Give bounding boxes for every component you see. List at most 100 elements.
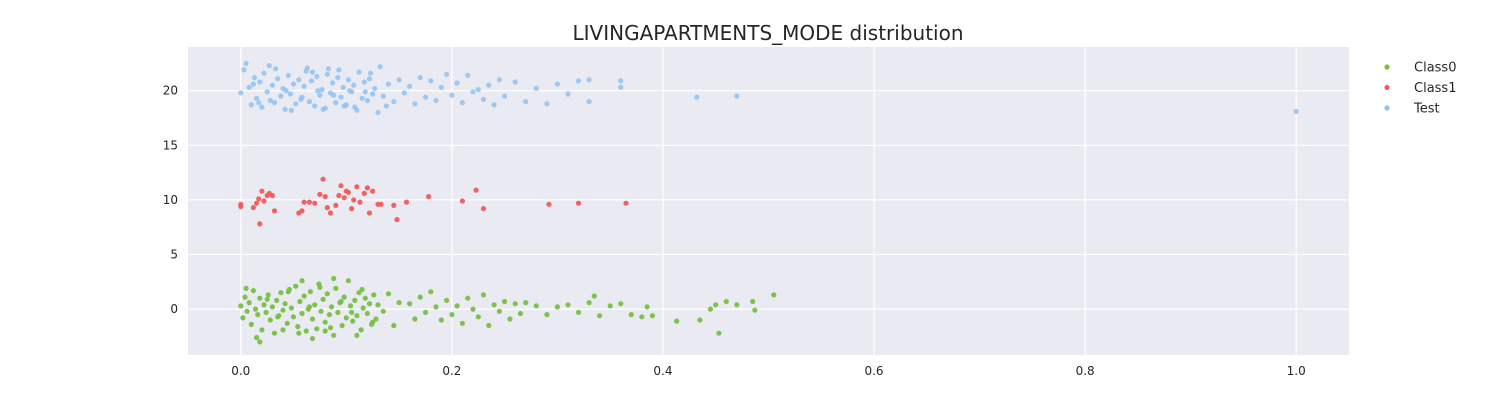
data-point: [318, 308, 324, 314]
data-point: [480, 292, 487, 298]
data-point: [299, 208, 305, 214]
data-point: [356, 69, 362, 75]
data-point: [278, 93, 284, 99]
data-point: [343, 315, 349, 321]
data-point: [370, 188, 376, 194]
data-point: [243, 60, 249, 66]
data-point: [350, 318, 356, 324]
data-point: [465, 72, 471, 78]
data-point: [271, 330, 278, 336]
data-point: [285, 289, 291, 295]
data-point: [312, 103, 318, 109]
data-point: [385, 291, 392, 297]
legend-item-class1: Class1: [1384, 81, 1456, 96]
legend-label: Class0: [1414, 61, 1456, 76]
data-point: [351, 82, 357, 88]
data-point: [697, 317, 703, 323]
data-point: [261, 302, 267, 308]
data-point: [338, 94, 344, 100]
data-point: [554, 81, 561, 87]
data-point: [341, 103, 347, 109]
data-points: [238, 60, 1299, 345]
data-point: [407, 83, 413, 89]
data-point: [707, 306, 714, 312]
plot-area: [188, 47, 1349, 355]
data-point: [454, 303, 460, 309]
data-point: [349, 309, 355, 315]
data-point: [371, 292, 377, 298]
data-point: [465, 295, 471, 301]
data-point: [723, 298, 729, 305]
data-point: [391, 99, 397, 105]
data-point: [359, 286, 365, 293]
data-point: [454, 80, 460, 86]
data-point: [473, 187, 479, 193]
data-point: [296, 77, 302, 83]
data-point: [275, 314, 281, 320]
legend-label: Test: [1413, 102, 1440, 117]
data-point: [325, 66, 331, 72]
data-point: [259, 188, 265, 194]
data-point: [475, 314, 481, 320]
data-point: [282, 106, 288, 112]
data-point: [293, 101, 299, 107]
data-point: [257, 221, 263, 227]
data-point: [523, 300, 529, 306]
data-point: [491, 102, 497, 108]
data-point: [275, 76, 281, 82]
data-point: [250, 81, 256, 87]
data-point: [322, 319, 328, 325]
data-point: [320, 296, 326, 302]
data-point: [269, 304, 275, 310]
grid-lines: [188, 47, 1349, 355]
data-point: [241, 67, 247, 73]
data-point: [288, 305, 294, 311]
data-point: [361, 190, 367, 196]
data-point: [533, 303, 539, 309]
data-point: [267, 97, 273, 104]
data-point: [366, 76, 373, 82]
data-point: [271, 208, 278, 214]
data-point: [345, 189, 351, 195]
data-point: [274, 297, 280, 303]
data-point: [328, 304, 335, 310]
data-point: [433, 97, 439, 104]
data-point: [257, 79, 263, 85]
data-point: [340, 84, 346, 90]
x-tick-label: 0.0: [231, 364, 250, 378]
data-point: [326, 312, 332, 318]
data-point: [394, 217, 400, 223]
data-point: [280, 327, 286, 333]
data-point: [586, 99, 592, 105]
data-point: [370, 319, 376, 325]
data-point: [269, 192, 275, 199]
data-point: [575, 200, 582, 206]
x-tick-label: 0.4: [653, 364, 672, 378]
data-point: [306, 99, 312, 105]
data-point: [271, 100, 278, 106]
data-point: [449, 312, 455, 318]
data-point: [278, 290, 284, 296]
data-point: [426, 194, 432, 200]
data-point: [273, 66, 279, 72]
data-point: [554, 304, 561, 310]
data-point: [734, 93, 740, 99]
data-point: [544, 312, 550, 318]
data-point: [303, 328, 309, 334]
data-point: [341, 294, 347, 300]
data-point: [649, 313, 656, 319]
data-point: [324, 71, 330, 77]
data-point: [327, 210, 334, 216]
data-point: [250, 205, 256, 211]
data-point: [309, 336, 316, 342]
data-point: [299, 310, 305, 317]
x-axis-ticks: 0.0 0.2 0.4 0.6 0.8 1.0: [231, 364, 1306, 378]
data-point: [345, 77, 351, 83]
data-point: [265, 292, 271, 298]
data-point: [716, 330, 722, 336]
series-test: [238, 60, 1299, 116]
data-point: [496, 308, 502, 314]
data-point: [284, 320, 290, 326]
y-tick-label: 20: [163, 84, 178, 98]
data-point: [264, 89, 270, 95]
